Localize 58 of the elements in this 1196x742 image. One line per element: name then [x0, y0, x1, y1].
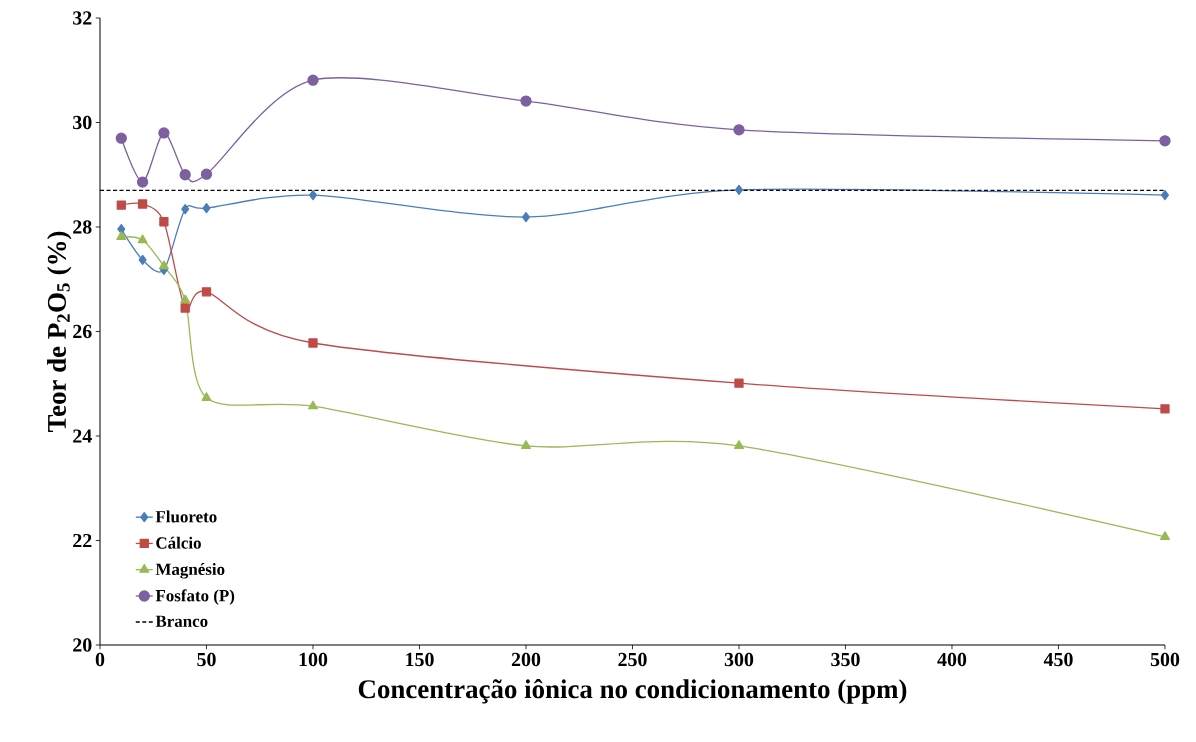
point — [521, 440, 531, 450]
point — [158, 127, 170, 139]
point — [137, 199, 148, 209]
x-tick-label: 450 — [1043, 652, 1073, 667]
legend-label: Cálcio — [156, 536, 201, 549]
y-tick-label: 30 — [73, 115, 92, 130]
point — [116, 200, 126, 210]
y-tick-label: 26 — [73, 324, 92, 339]
x-tick-label: 0 — [95, 652, 105, 667]
point — [201, 392, 212, 402]
legend-label: Branco — [155, 615, 208, 627]
point — [202, 203, 211, 214]
point — [1160, 404, 1170, 414]
point — [1159, 135, 1171, 147]
point — [521, 211, 531, 223]
x-tick-label: 500 — [1150, 652, 1180, 667]
point — [181, 204, 190, 215]
x-tick-label: 150 — [406, 652, 434, 667]
y-tick-label: 24 — [73, 429, 92, 443]
point — [201, 287, 212, 297]
legend-label: Magnésio — [155, 563, 225, 579]
legend-label: Fluoreto — [155, 510, 217, 523]
point — [116, 231, 127, 241]
point — [138, 254, 147, 266]
x-tick-label: 400 — [937, 652, 967, 667]
y-tick-label: 22 — [73, 533, 92, 548]
x-tick-label: 350 — [831, 652, 860, 667]
point — [734, 440, 744, 450]
y-axis-title: Teor de P$_{2}$O$_{5}$ (%) — [47, 231, 72, 433]
point — [520, 95, 532, 107]
x-tick-label: 300 — [724, 652, 754, 667]
point — [180, 303, 190, 313]
point — [734, 184, 744, 196]
point — [733, 124, 745, 136]
point — [734, 378, 744, 388]
point — [307, 74, 319, 86]
point — [200, 168, 213, 180]
x-tick-label: 250 — [618, 652, 647, 667]
point — [136, 176, 149, 188]
point — [159, 217, 169, 227]
point — [115, 132, 127, 144]
x-axis-title: Concentração iônica no condicionamento (ppm) — [358, 679, 907, 704]
point — [158, 260, 169, 270]
point — [308, 189, 318, 201]
y-tick-label: 32 — [73, 11, 92, 25]
point — [308, 400, 318, 410]
point — [137, 234, 148, 244]
y-tick-label: 28 — [73, 220, 92, 234]
legend-label: Fosfato (P) — [155, 589, 235, 605]
x-tick-label: 100 — [299, 652, 328, 667]
point — [1160, 189, 1169, 201]
point — [179, 169, 191, 181]
point — [180, 294, 191, 304]
y-tick-label: 20 — [73, 638, 92, 652]
point — [1159, 531, 1170, 540]
point — [308, 338, 318, 348]
x-tick-label: 200 — [511, 652, 541, 667]
x-tick-label: 50 — [197, 652, 216, 667]
